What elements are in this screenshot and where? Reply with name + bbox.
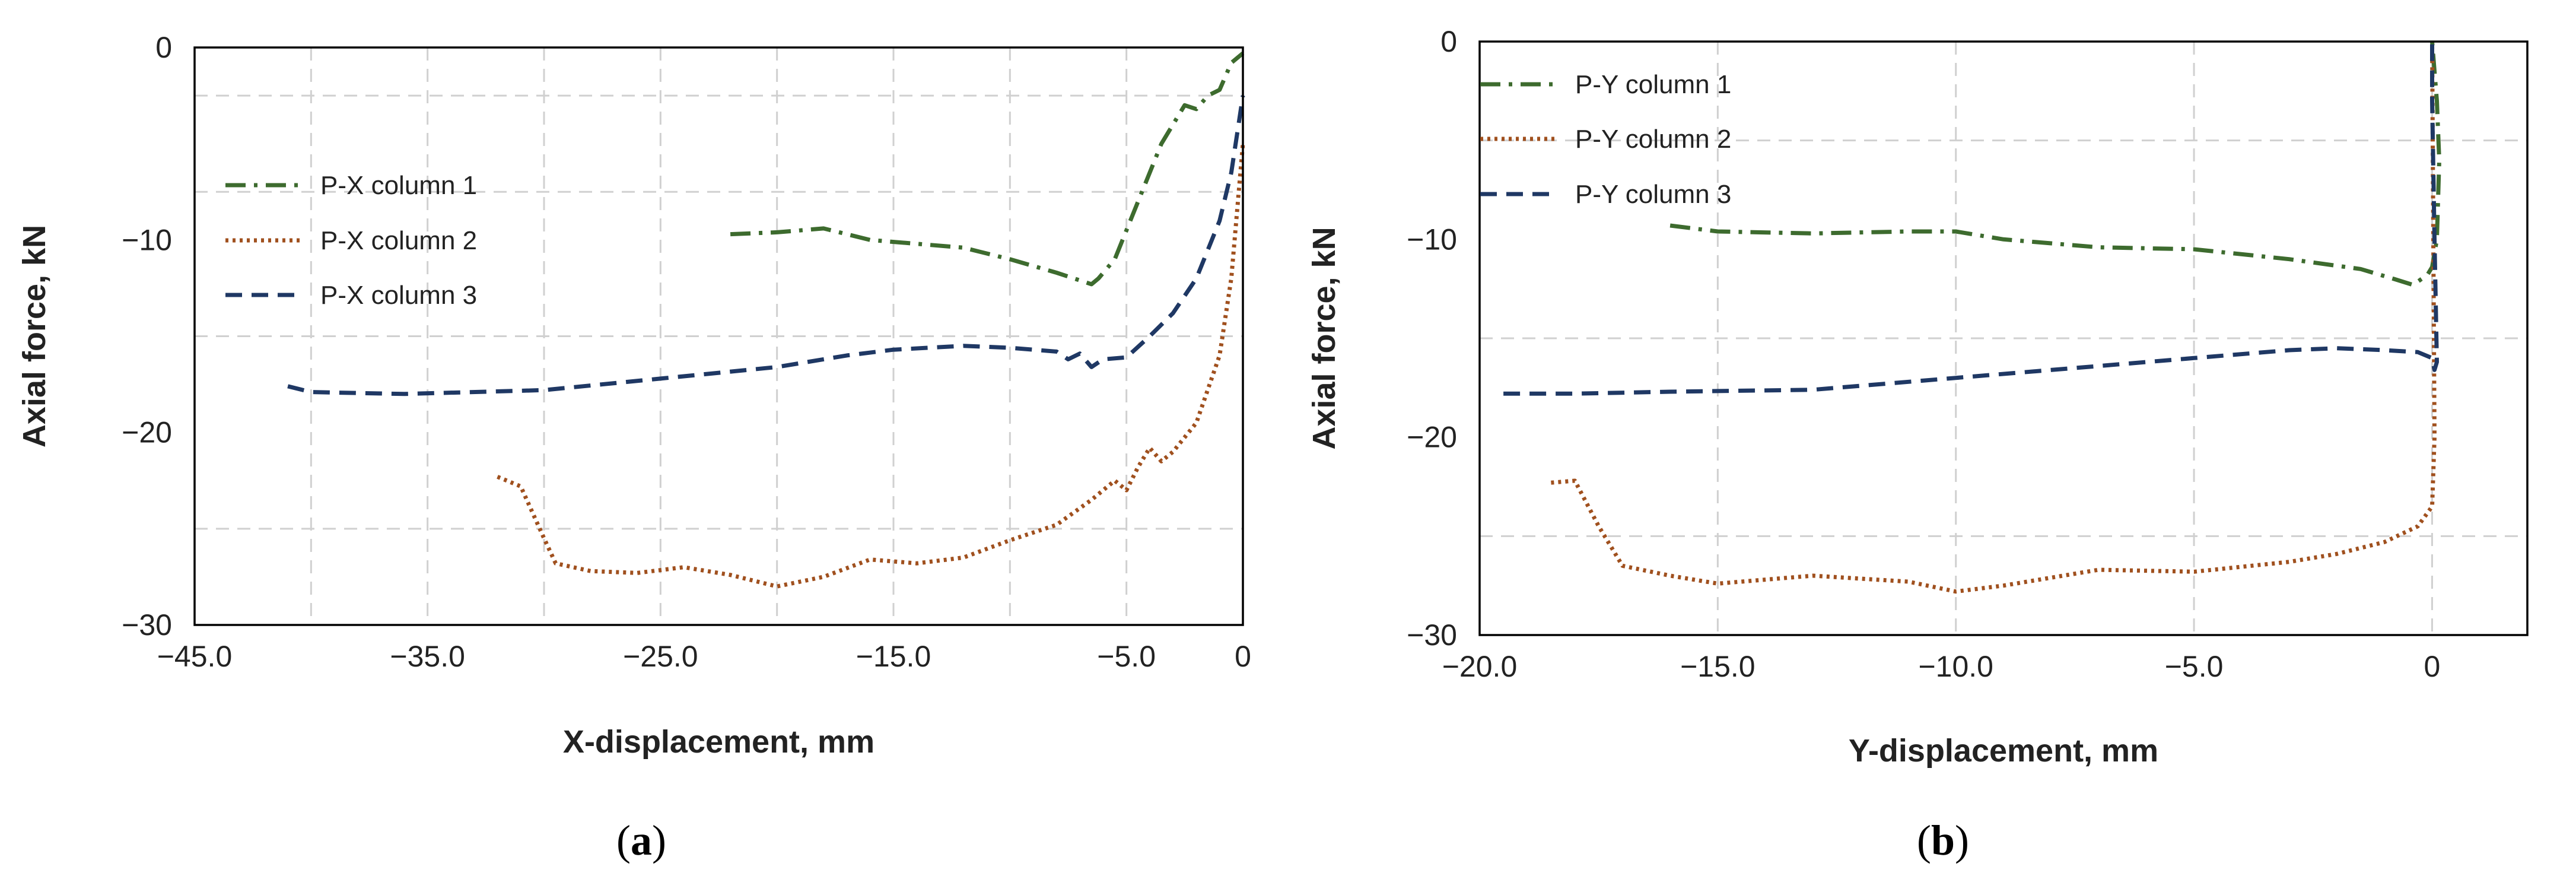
chart-a-plot-frame (193, 46, 1244, 626)
chart-a-legend-label-3: P-X column 3 (320, 281, 477, 310)
panel-label-a: (a) (616, 817, 666, 864)
chart-b: −20.0 −15.0 −10.0 −5.0 0 0 −10 −20 −30 Y-displace… (1306, 25, 2529, 769)
chart-a-x-tick-label: −45.0 (157, 640, 233, 673)
chart-a-legend-label-1: P-X column 1 (320, 171, 477, 200)
chart-a-x-tick-label: −25.0 (623, 640, 698, 673)
chart-a-series-line-2 (497, 143, 1245, 589)
chart-b-y-tick-label: 0 (1440, 25, 1457, 58)
chart-b-series-line-1 (1669, 41, 2441, 287)
chart-b-legend-label-2: P-Y column 2 (1575, 125, 1731, 154)
chart-b-x-tick-label: −10.0 (1918, 650, 1993, 683)
chart-b-x-tick-label: 0 (2424, 650, 2441, 683)
chart-b-y-tick-label: −10 (1407, 223, 1457, 256)
chart-b-series-line-3 (1503, 42, 2439, 396)
chart-a-x-axis-title: X-displacement, mm (563, 724, 874, 760)
chart-a-y-tick-label: −10 (122, 223, 172, 256)
chart-b-y-tick-label: −30 (1407, 618, 1457, 652)
chart-b-y-axis-title: Axial force, kN (1306, 227, 1342, 449)
panel-label-b: (b) (1917, 817, 1969, 864)
chart-b-series-line-2 (1551, 41, 2437, 594)
chart-a-series-line-3 (287, 95, 1245, 396)
chart-a-y-tick-label: 0 (155, 31, 172, 64)
chart-b-legend-label-1: P-Y column 1 (1575, 70, 1731, 99)
chart-b-x-tick-label: −20.0 (1442, 650, 1518, 683)
chart-a-y-axis-title: Axial force, kN (17, 225, 52, 447)
chart-b-y-tick-label: −20 (1407, 421, 1457, 454)
chart-a-x-tick-label: −5.0 (1097, 640, 1156, 673)
chart-a-x-tick-label: −35.0 (390, 640, 465, 673)
chart-a-x-tick-label: −15.0 (856, 640, 931, 673)
chart-a-series-line-1 (730, 52, 1245, 287)
chart-b-x-axis-title: Y-displacement, mm (1849, 733, 2158, 769)
chart-a: −45.0 −35.0 −25.0 −15.0 −5.0 0 0 −10 −20 −30 X-dis… (17, 31, 1251, 760)
chart-a-y-tick-label: −20 (122, 416, 172, 449)
chart-b-legend-label-3: P-Y column 3 (1575, 180, 1731, 209)
chart-a-y-tick-label: −30 (122, 608, 172, 642)
chart-b-x-tick-label: −15.0 (1680, 650, 1756, 683)
chart-a-legend-label-2: P-X column 2 (320, 226, 477, 255)
chart-b-x-tick-label: −5.0 (2165, 650, 2224, 683)
chart-a-x-tick-label: 0 (1235, 640, 1251, 673)
chart-b-plot-frame (1478, 40, 2529, 636)
